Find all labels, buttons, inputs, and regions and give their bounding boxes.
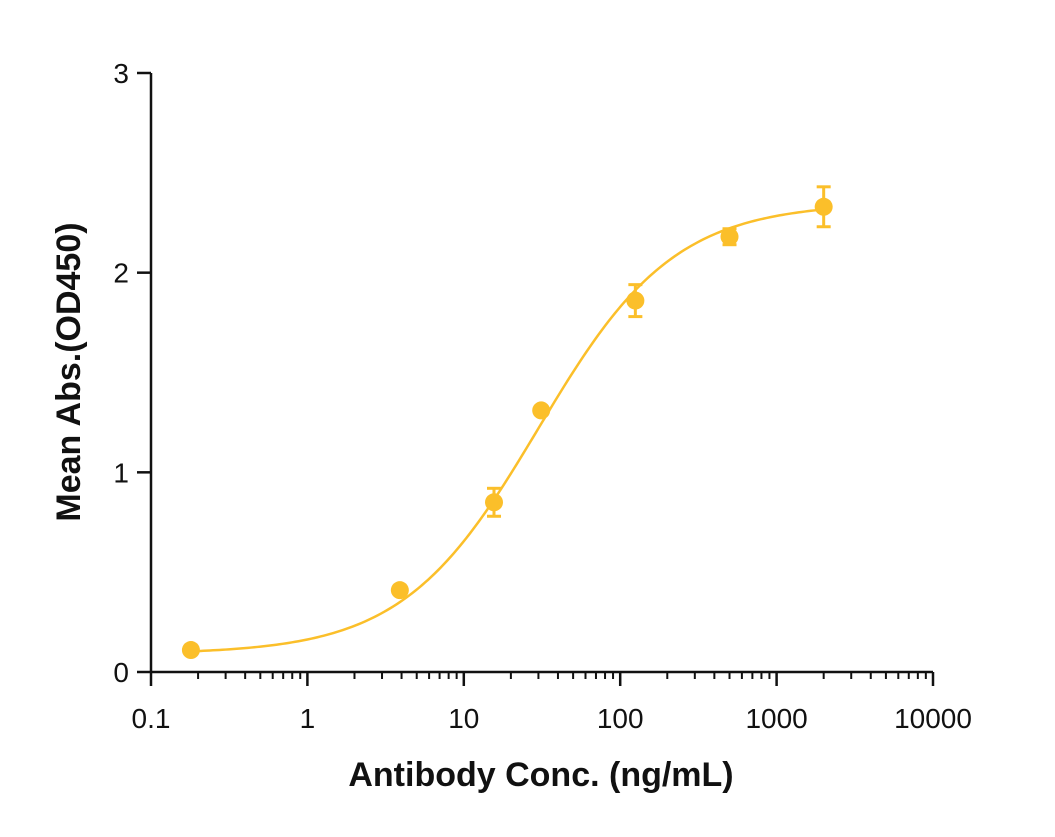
y-tick-label: 2: [113, 258, 129, 289]
data-point: [720, 227, 739, 246]
data-point: [814, 197, 833, 216]
y-tick-label: 0: [113, 657, 129, 688]
y-tick-label: 3: [113, 58, 129, 89]
x-tick-label: 0.1: [132, 703, 171, 734]
fit-curve-layer: [190, 208, 824, 653]
x-tick-label: 100: [597, 703, 644, 734]
data-point: [181, 641, 200, 660]
data-point: [390, 581, 409, 600]
x-tick-label: 10000: [894, 703, 972, 734]
data-point: [626, 291, 645, 310]
data-point: [485, 493, 504, 512]
axes: 0.1 1 10 100 1000 10000 0 1 2 3: [113, 58, 972, 734]
x-tick-label: 1000: [745, 703, 807, 734]
y-axis-title: Mean Abs.(OD450): [50, 222, 88, 521]
y-tick-label: 1: [113, 457, 129, 488]
x-tick-label: 10: [448, 703, 479, 734]
fit-curve: [190, 208, 824, 653]
data-points-layer: [181, 185, 833, 660]
x-tick-label: 1: [300, 703, 316, 734]
x-axis-title: Antibody Conc. (ng/mL): [348, 756, 733, 794]
data-point: [532, 401, 551, 420]
